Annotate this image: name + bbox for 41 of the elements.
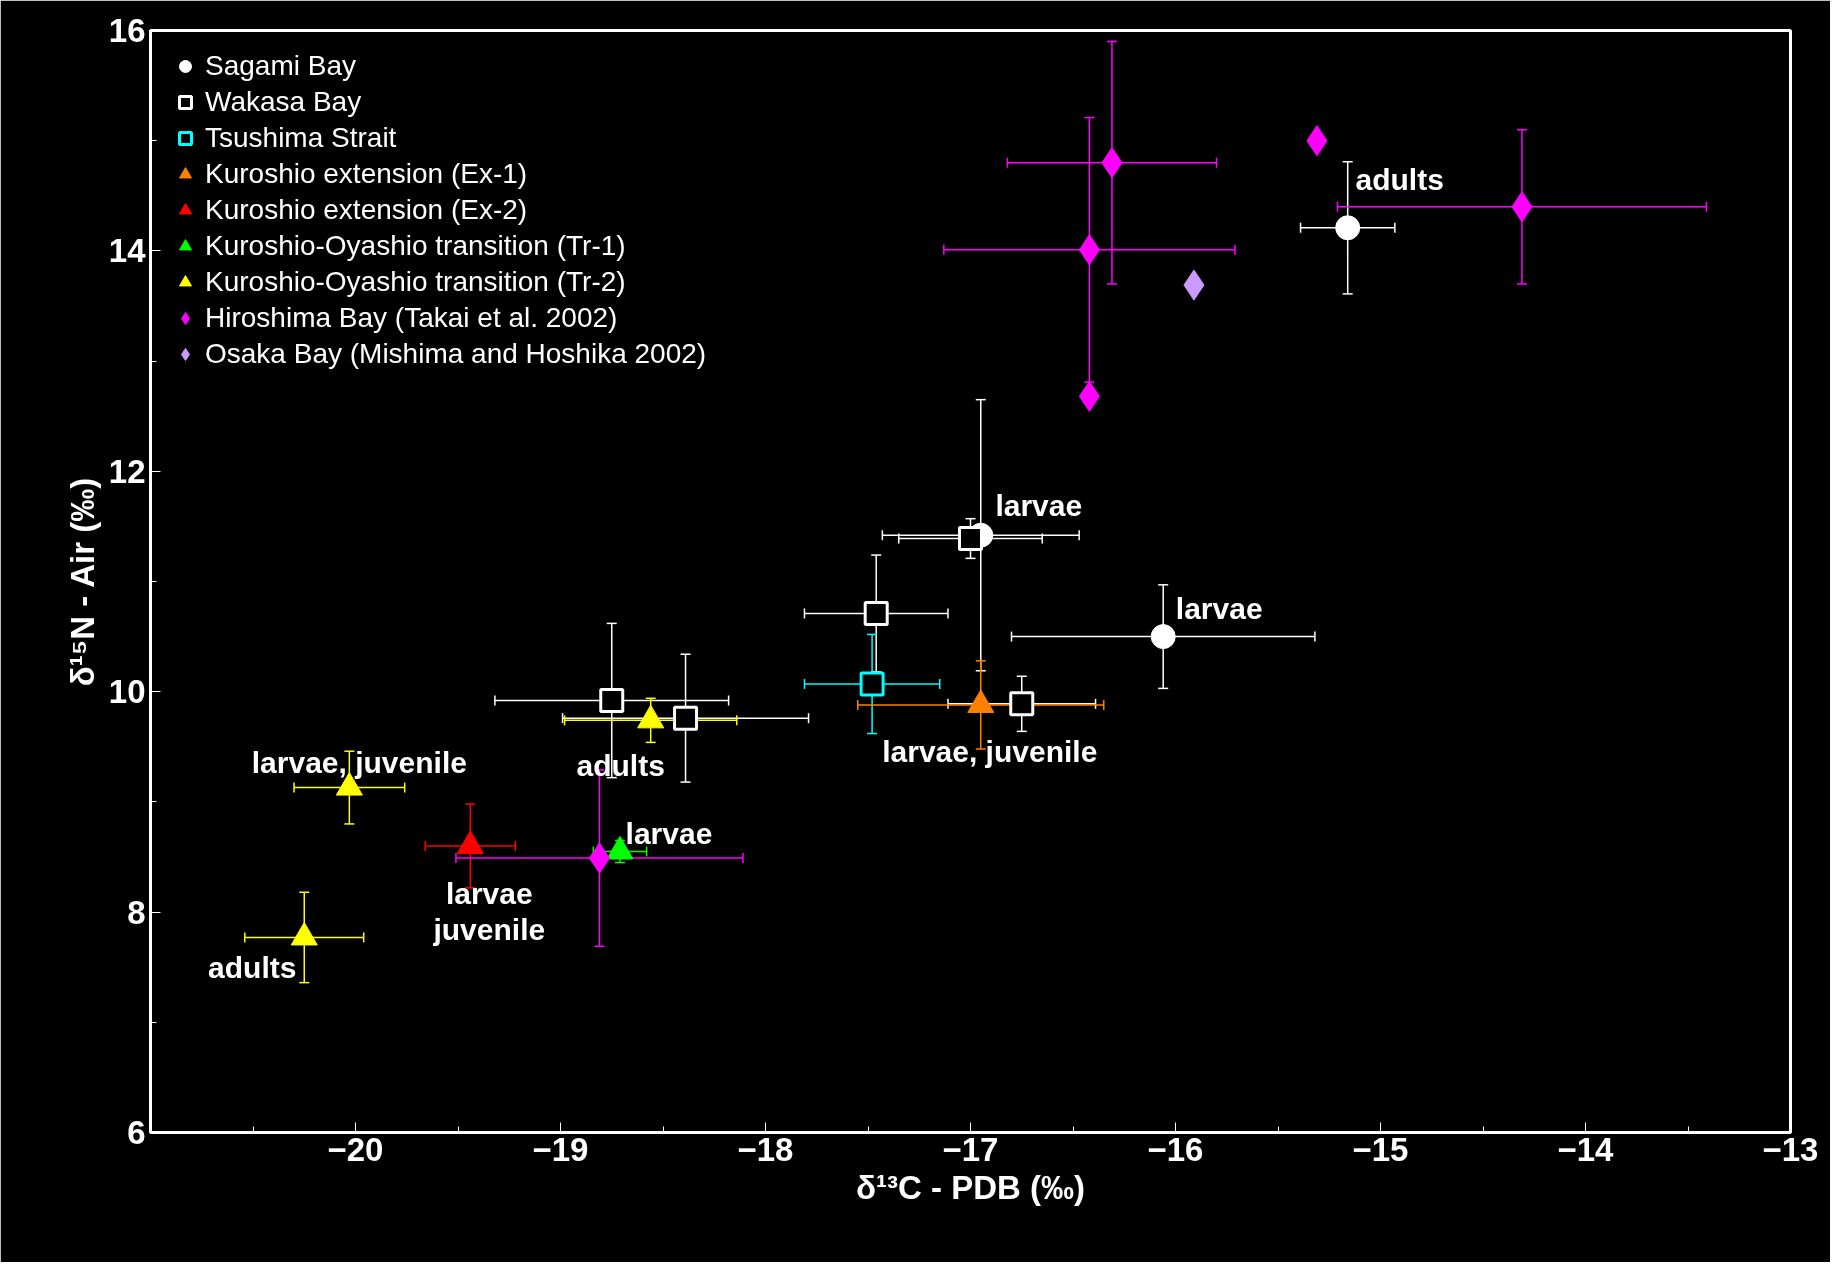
x-tick-label: −13 <box>1762 1130 1819 1168</box>
x-tick-label: −16 <box>1147 1130 1204 1168</box>
x-tick-label: −15 <box>1352 1130 1409 1168</box>
point <box>863 600 889 626</box>
y-axis-title: δ¹⁵N - Air (‰) <box>63 477 101 687</box>
x-tick-label: −20 <box>327 1130 384 1168</box>
x-tick-label: −17 <box>942 1130 999 1168</box>
annotation: adults <box>1355 163 1444 197</box>
legend-label: Osaka Bay (Mishima and Hoshika 2002) <box>205 338 707 370</box>
x-tick-label: −18 <box>737 1130 794 1168</box>
y-tick-label: 8 <box>127 893 146 931</box>
legend-label: Kuroshio-Oyashio transition (Tr-2) <box>205 266 626 298</box>
y-tick-label: 12 <box>108 452 146 490</box>
x-axis-title: δ¹³C - PDB (‰) <box>856 1168 1085 1206</box>
x-tick-label: −14 <box>1557 1130 1615 1168</box>
y-tick-label: 14 <box>108 232 147 270</box>
annotation: larvae, juvenile <box>882 735 1098 769</box>
point <box>859 671 885 697</box>
y-tick-label: 6 <box>127 1114 146 1151</box>
annotation: larvae <box>995 488 1083 522</box>
legend-label: Kuroshio extension (Ex-1) <box>205 158 528 190</box>
point <box>1009 691 1035 717</box>
point <box>673 705 699 731</box>
legend-label: Kuroshio-Oyashio transition (Tr-1) <box>205 230 626 262</box>
point <box>958 526 983 552</box>
point <box>1150 624 1176 650</box>
legend-label: Sagami Bay <box>205 50 356 82</box>
legend-label: Tsushima Strait <box>205 122 397 154</box>
annotation: larvae <box>625 816 713 850</box>
annotation: adults <box>208 950 297 984</box>
legend-label: Hiroshima Bay (Takai et al. 2002) <box>205 302 618 334</box>
legend-label: Wakasa Bay <box>205 86 362 118</box>
legend-label: Kuroshio extension (Ex-2) <box>205 194 528 226</box>
point <box>1335 215 1361 241</box>
x-tick-label: −19 <box>532 1130 589 1168</box>
annotation: larvae <box>1175 592 1263 626</box>
point <box>599 688 625 714</box>
y-tick-label: 16 <box>108 12 146 49</box>
annotation: larvae juvenile <box>432 877 546 947</box>
annotation: larvae, juvenile <box>251 746 467 780</box>
y-tick-label: 10 <box>108 673 146 711</box>
